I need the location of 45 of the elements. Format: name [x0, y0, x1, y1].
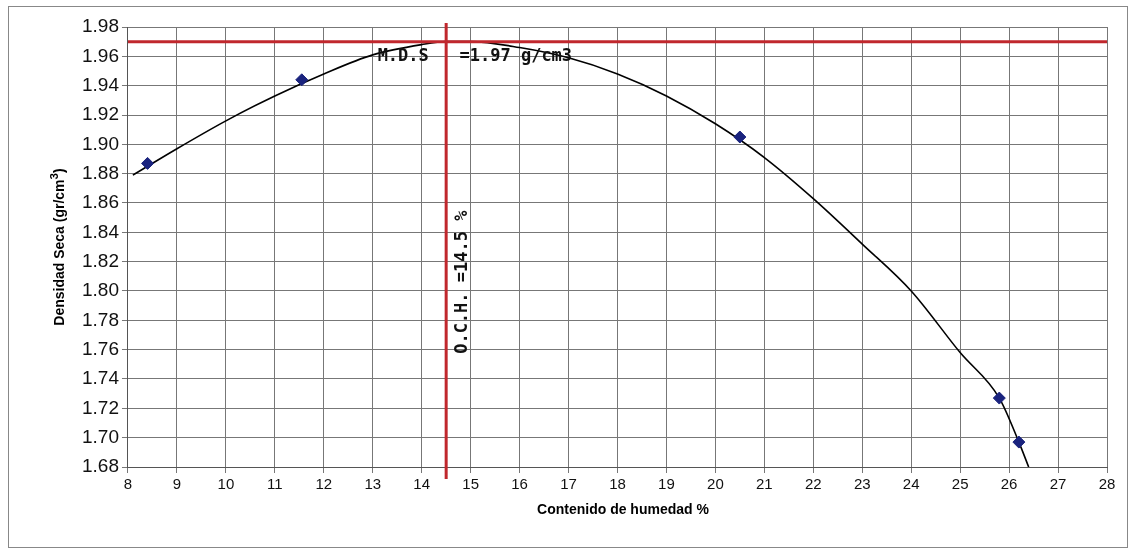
y-tick-label: 1.90 [82, 132, 119, 154]
point [992, 391, 1006, 405]
line-series [132, 40, 1030, 467]
x-tick-label: 14 [413, 475, 431, 493]
x-tick-label: 26 [1000, 475, 1018, 493]
x-tick-label: 8 [123, 475, 133, 493]
y-tick-label: 1.94 [82, 73, 120, 95]
y-tick-label: 1.74 [82, 367, 120, 389]
x-tick-label: 24 [902, 475, 920, 493]
x-tick-label: 25 [951, 475, 969, 493]
y-tick-label: 1.80 [82, 279, 119, 301]
point [141, 156, 155, 170]
x-tick-label: 22 [804, 475, 822, 493]
y-tick-label: 1.70 [82, 425, 119, 447]
y-tick-label: 1.84 [82, 220, 120, 242]
x-tick-label: 20 [707, 475, 724, 493]
y-tick-label: 1.78 [82, 308, 119, 330]
x-tick-label: 17 [560, 475, 577, 493]
y-tick-label: 1.88 [82, 161, 119, 183]
y-tick-label: 1.76 [82, 337, 119, 359]
y-tick-label: 1.68 [82, 455, 119, 477]
x-tick-label: 19 [658, 475, 675, 493]
x-tick-label: 18 [609, 475, 626, 493]
ref-line-label: O.C.H. =14.5 % [450, 209, 471, 354]
y-tick-label: 1.72 [82, 396, 119, 418]
x-tick-label: 21 [756, 475, 773, 493]
point [295, 73, 309, 87]
x-tick-label: 10 [217, 475, 235, 493]
y-tick-label: 1.82 [82, 249, 119, 271]
y-tick-label: 1.86 [82, 191, 119, 213]
x-tick-label: 11 [267, 475, 283, 493]
y-tick-label: 1.98 [82, 15, 119, 37]
x-tick-label: 9 [172, 475, 182, 493]
y-tick-label: 1.96 [82, 44, 119, 66]
x-tick-label: 15 [462, 475, 479, 493]
x-axis-title: Contenido de humedad % [536, 501, 710, 517]
point [733, 130, 747, 144]
x-tick-label: 12 [315, 475, 333, 493]
x-tick-label: 27 [1049, 475, 1067, 493]
y-tick-label: 1.92 [82, 103, 119, 125]
point [1012, 435, 1026, 449]
x-tick-label: 28 [1098, 475, 1116, 493]
x-tick-label: 16 [511, 475, 528, 493]
x-tick-label: 13 [364, 475, 382, 493]
x-tick-label: 23 [853, 475, 871, 493]
